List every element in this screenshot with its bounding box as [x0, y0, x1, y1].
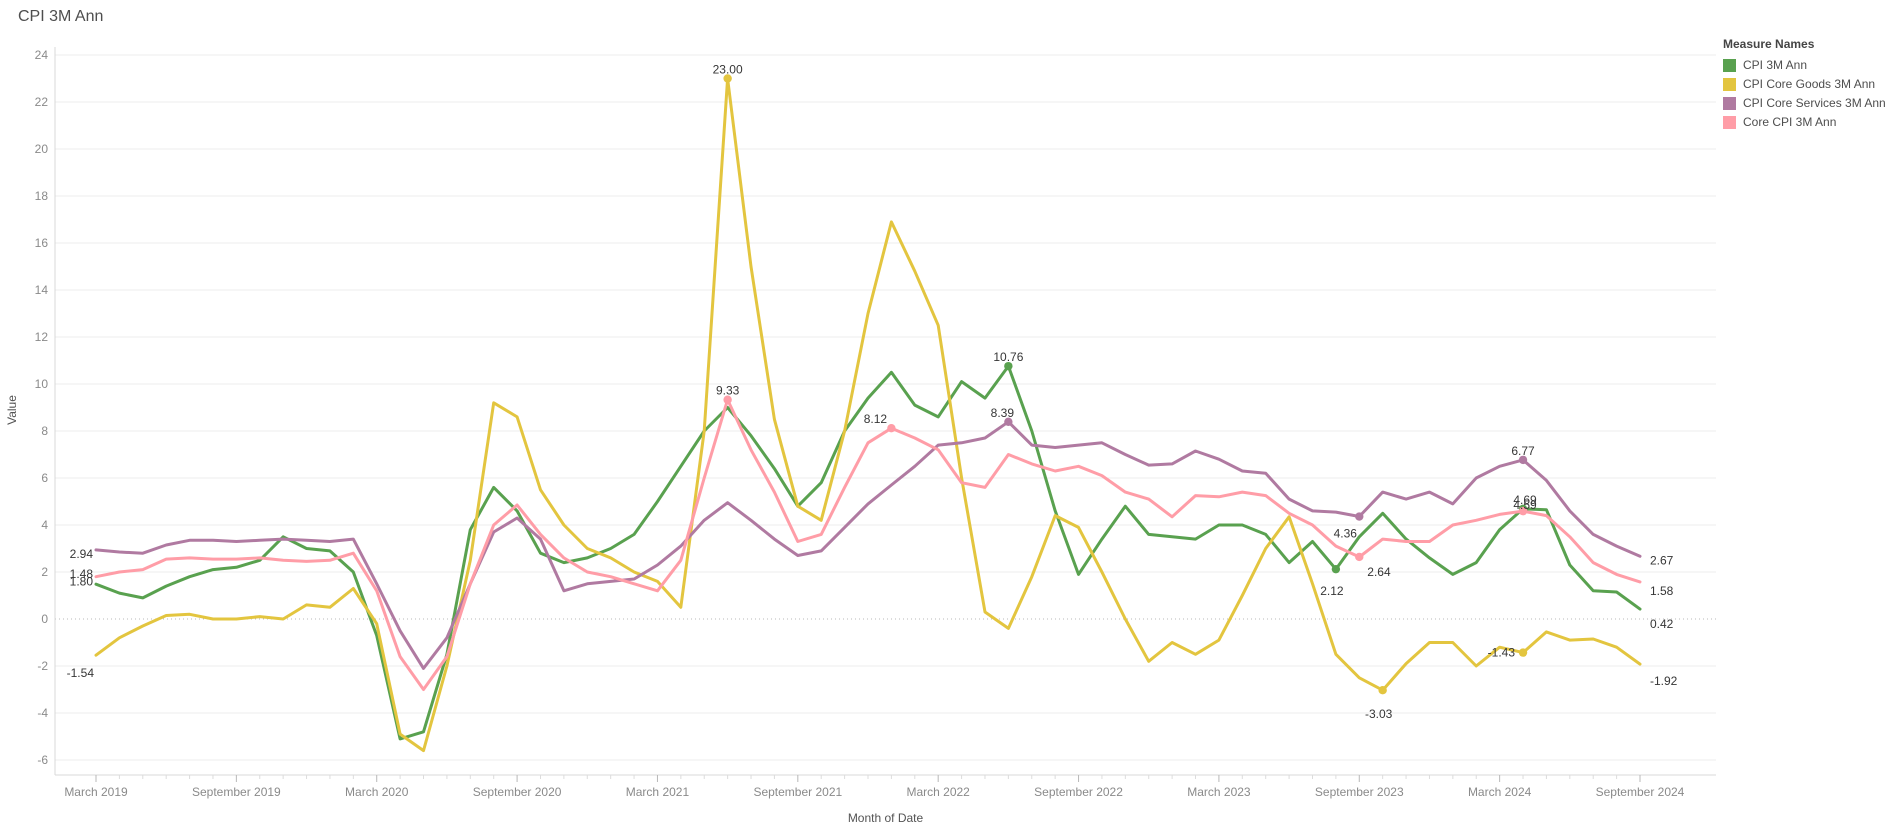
legend-item-Core-CPI-3M-Ann[interactable]: Core CPI 3M Ann: [1723, 114, 1888, 130]
series-line-CPI-3M-Ann[interactable]: [94, 364, 1642, 741]
y-tick-label: -2: [37, 659, 48, 673]
series-line-CPI-Core-Services-3M-Ann[interactable]: [94, 420, 1642, 670]
y-tick-label: 10: [35, 377, 49, 391]
point-marker[interactable]: [723, 74, 732, 83]
legend-item-label: CPI Core Goods 3M Ann: [1743, 77, 1876, 91]
data-label: 1.58: [1650, 584, 1674, 598]
x-tick-label: September 2024: [1596, 785, 1685, 799]
x-tick-label: September 2021: [753, 785, 842, 799]
data-label: -3.03: [1365, 707, 1393, 721]
data-label: 4.36: [1334, 527, 1358, 541]
data-label: 10.76: [993, 350, 1023, 364]
legend-item-label: CPI 3M Ann: [1743, 58, 1808, 72]
point-marker[interactable]: [1004, 361, 1013, 371]
data-label: 2.94: [70, 547, 94, 561]
y-tick-label: -4: [37, 706, 48, 720]
data-label: -1.43: [1488, 646, 1516, 660]
data-label: 1.48: [70, 567, 94, 581]
data-label: -1.92: [1650, 674, 1678, 688]
x-axis-title: Month of Date: [848, 811, 924, 825]
y-tick-label: 4: [41, 518, 48, 532]
legend-items: CPI 3M Ann CPI Core Goods 3M Ann CPI Core …: [1723, 57, 1888, 130]
x-tick-label: March 2024: [1468, 785, 1532, 799]
point-marker[interactable]: [1518, 648, 1528, 657]
y-tick-label: 12: [35, 330, 49, 344]
data-label: 0.42: [1650, 617, 1674, 631]
y-tick-label: 20: [35, 142, 49, 156]
point-marker[interactable]: [1518, 455, 1528, 465]
legend: Measure Names CPI 3M Ann CPI Core Goods 3…: [1723, 37, 1888, 133]
y-tick-label: 22: [35, 95, 49, 109]
point-marker[interactable]: [723, 395, 732, 404]
point-marker[interactable]: [1355, 512, 1364, 521]
data-label: 2.12: [1320, 584, 1344, 598]
point-marker[interactable]: [1355, 552, 1364, 562]
x-tick-label: September 2023: [1315, 785, 1404, 799]
data-label: 1.80: [70, 575, 94, 589]
point-marker[interactable]: [1518, 506, 1528, 516]
y-tick-label: 8: [41, 424, 48, 438]
y-tick-label: 24: [35, 48, 49, 62]
series-line-Core-CPI-3M-Ann[interactable]: [94, 398, 1642, 691]
y-tick-label: 16: [35, 236, 49, 250]
data-label: -1.54: [67, 666, 95, 680]
x-tick-label: March 2019: [64, 785, 128, 799]
data-label: 2.64: [1367, 565, 1391, 579]
legend-swatch-icon: [1723, 115, 1736, 129]
x-tick-label: September 2022: [1034, 785, 1123, 799]
data-label: 9.33: [716, 384, 740, 398]
legend-swatch-icon: [1723, 77, 1736, 91]
y-tick-label: 6: [41, 471, 48, 485]
data-label: 8.12: [864, 412, 888, 426]
data-label: 6.77: [1511, 444, 1535, 458]
y-tick-label: 2: [41, 565, 48, 579]
chart-title: CPI 3M Ann: [18, 8, 104, 25]
y-axis-title: Value: [5, 395, 19, 425]
point-marker[interactable]: [887, 423, 896, 433]
legend-title: Measure Names: [1723, 37, 1815, 51]
y-tick-label: -6: [37, 753, 48, 767]
x-tick-label: March 2020: [345, 785, 409, 799]
legend-item-label: Core CPI 3M Ann: [1743, 115, 1837, 129]
legend-item-CPI-3M-Ann[interactable]: CPI 3M Ann: [1723, 57, 1888, 73]
x-tick-label: March 2021: [626, 785, 690, 799]
x-axis-ticks: March 2019 September 2019 March 2020 Septem…: [64, 775, 1685, 799]
data-label: 4.59: [1513, 498, 1537, 512]
data-label: 4.69: [1513, 493, 1537, 507]
data-label: 23.00: [713, 63, 743, 77]
x-tick-label: September 2020: [473, 785, 562, 799]
legend-item-label: CPI Core Services 3M Ann: [1743, 96, 1886, 110]
y-tick-label: 0: [41, 612, 48, 626]
point-marker[interactable]: [1004, 417, 1013, 427]
data-labels: 1.481.80 2.94 -1.54 23.00 9.33 8.12 10.76 8.39 4…: [67, 63, 1678, 722]
x-tick-label: March 2022: [906, 785, 970, 799]
x-tick-label: March 2023: [1187, 785, 1251, 799]
y-tick-label: 14: [35, 283, 49, 297]
point-marker[interactable]: [1378, 686, 1387, 695]
point-marker[interactable]: [1331, 564, 1341, 574]
legend-item-CPI-Core-Services-3M-Ann[interactable]: CPI Core Services 3M Ann: [1723, 95, 1888, 111]
y-tick-label: 18: [35, 189, 49, 203]
legend-item-CPI-Core-Goods-3M-Ann[interactable]: CPI Core Goods 3M Ann: [1723, 76, 1888, 92]
legend-swatch-icon: [1723, 58, 1736, 72]
data-label: 8.39: [991, 406, 1015, 420]
data-label: 2.67: [1650, 553, 1674, 567]
x-tick-label: September 2019: [192, 785, 281, 799]
legend-swatch-icon: [1723, 96, 1736, 110]
